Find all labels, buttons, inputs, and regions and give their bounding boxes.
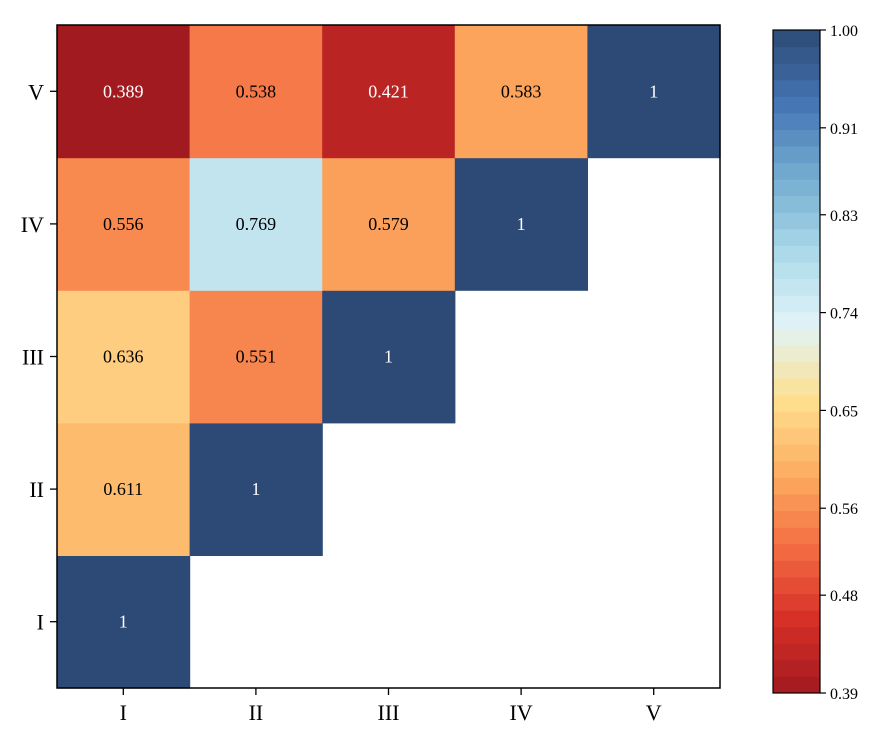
- colorbar-band: [773, 427, 820, 445]
- cell-value-label: 0.421: [368, 81, 409, 101]
- colorbar-tick-label: 0.39: [830, 686, 858, 703]
- x-tick-label: I: [120, 700, 127, 725]
- colorbar-band: [773, 96, 820, 114]
- colorbar-band: [773, 643, 820, 661]
- colorbar-frame: [772, 29, 821, 694]
- heatmap-cell: [322, 157, 456, 291]
- colorbar-band: [773, 394, 820, 412]
- heatmap-cell: [57, 157, 191, 291]
- cell-value-label: 1: [649, 81, 658, 101]
- cell-labels: 1 0.611 1 0.636 0.551 1 0.556 0.769 0.579 1 0.389 0…: [103, 81, 658, 631]
- colorbar-band: [773, 30, 820, 48]
- cell-value-label: 0.556: [103, 214, 144, 234]
- cell-value-label: 0.769: [236, 214, 277, 234]
- cell-value-label: 0.583: [501, 81, 542, 101]
- heatmap-cell: [57, 25, 191, 159]
- y-tick-label: IV: [21, 212, 44, 237]
- y-tick-label: I: [37, 610, 44, 635]
- colorbar-band: [773, 63, 820, 81]
- colorbar-tick-label: 0.65: [830, 403, 858, 420]
- heatmap-cell: [57, 290, 191, 424]
- colorbar-ticks: 1.00 0.91 0.83 0.74 0.65 0.56 0.48 0.39: [820, 23, 858, 703]
- cell-value-label: 0.579: [368, 214, 409, 234]
- colorbar-band: [773, 112, 820, 130]
- heatmap-cell: [57, 422, 191, 556]
- colorbar-tick-label: 0.56: [830, 501, 858, 518]
- heatmap-cells: [57, 25, 721, 689]
- colorbar-band: [773, 610, 820, 628]
- heatmap-cell: [189, 157, 323, 291]
- colorbar-band: [773, 79, 820, 97]
- colorbar-band: [773, 444, 820, 462]
- colorbar-band: [773, 295, 820, 313]
- cell-value-label: 1: [517, 214, 526, 234]
- colorbar-band: [773, 676, 820, 694]
- colorbar-band: [773, 162, 820, 180]
- colorbar-band: [773, 576, 820, 595]
- colorbar-band: [773, 543, 820, 561]
- x-tick-label: II: [249, 700, 264, 725]
- cell-value-label: 0.636: [103, 347, 144, 367]
- colorbar-tick-label: 0.74: [830, 306, 858, 323]
- colorbar-band: [773, 311, 820, 329]
- colorbar-band: [773, 262, 820, 280]
- cell-value-label: 0.538: [236, 81, 277, 101]
- heatmap-cell: [322, 290, 456, 424]
- colorbar-band: [773, 527, 820, 545]
- colorbar-band: [773, 378, 820, 396]
- heatmap-cell: [189, 25, 323, 159]
- x-tick-label: IV: [509, 700, 532, 725]
- heatmap-cell: [322, 25, 456, 159]
- y-tick-label: V: [28, 79, 44, 104]
- colorbar-band: [773, 494, 820, 512]
- colorbar-band: [773, 146, 820, 164]
- heatmap-cell: [454, 157, 588, 291]
- colorbar-band: [773, 245, 820, 263]
- cell-value-label: 1: [119, 612, 128, 632]
- cell-value-label: 0.551: [236, 347, 277, 367]
- x-tick-label: V: [646, 700, 662, 725]
- y-tick-label: III: [22, 345, 44, 370]
- heatmap-cell: [454, 25, 588, 159]
- colorbar-band: [773, 460, 820, 479]
- colorbar-band: [773, 361, 820, 379]
- colorbar-band: [773, 411, 820, 429]
- colorbar-band: [773, 46, 820, 64]
- x-axis: I II III IV V: [120, 688, 662, 725]
- heatmap-cell: [57, 555, 191, 689]
- colorbar-band: [773, 278, 820, 296]
- cell-value-label: 1: [384, 347, 393, 367]
- heatmap-cell: [189, 422, 323, 556]
- y-tick-label: II: [29, 477, 44, 502]
- colorbar-band: [773, 510, 820, 528]
- colorbar-band: [773, 344, 820, 362]
- colorbar-band: [773, 179, 820, 197]
- colorbar: [773, 30, 820, 694]
- cell-value-label: 1: [251, 479, 260, 499]
- cell-value-label: 0.611: [103, 479, 143, 499]
- colorbar-band: [773, 593, 820, 611]
- x-tick-label: III: [378, 700, 400, 725]
- colorbar-band: [773, 212, 820, 230]
- colorbar-band: [773, 328, 820, 346]
- colorbar-band: [773, 659, 820, 677]
- colorbar-tick-label: 0.91: [830, 121, 858, 138]
- colorbar-band: [773, 477, 820, 495]
- colorbar-band: [773, 129, 820, 147]
- colorbar-band: [773, 626, 820, 644]
- cell-value-label: 0.389: [103, 81, 144, 101]
- colorbar-band: [773, 195, 820, 213]
- heatmap-cell: [189, 290, 323, 424]
- colorbar-band: [773, 560, 820, 578]
- colorbar-tick-label: 0.83: [830, 208, 858, 225]
- colorbar-band: [773, 228, 820, 246]
- heatmap-cell: [587, 25, 721, 159]
- colorbar-tick-label: 0.48: [830, 588, 858, 605]
- colorbar-tick-label: 1.00: [830, 23, 858, 40]
